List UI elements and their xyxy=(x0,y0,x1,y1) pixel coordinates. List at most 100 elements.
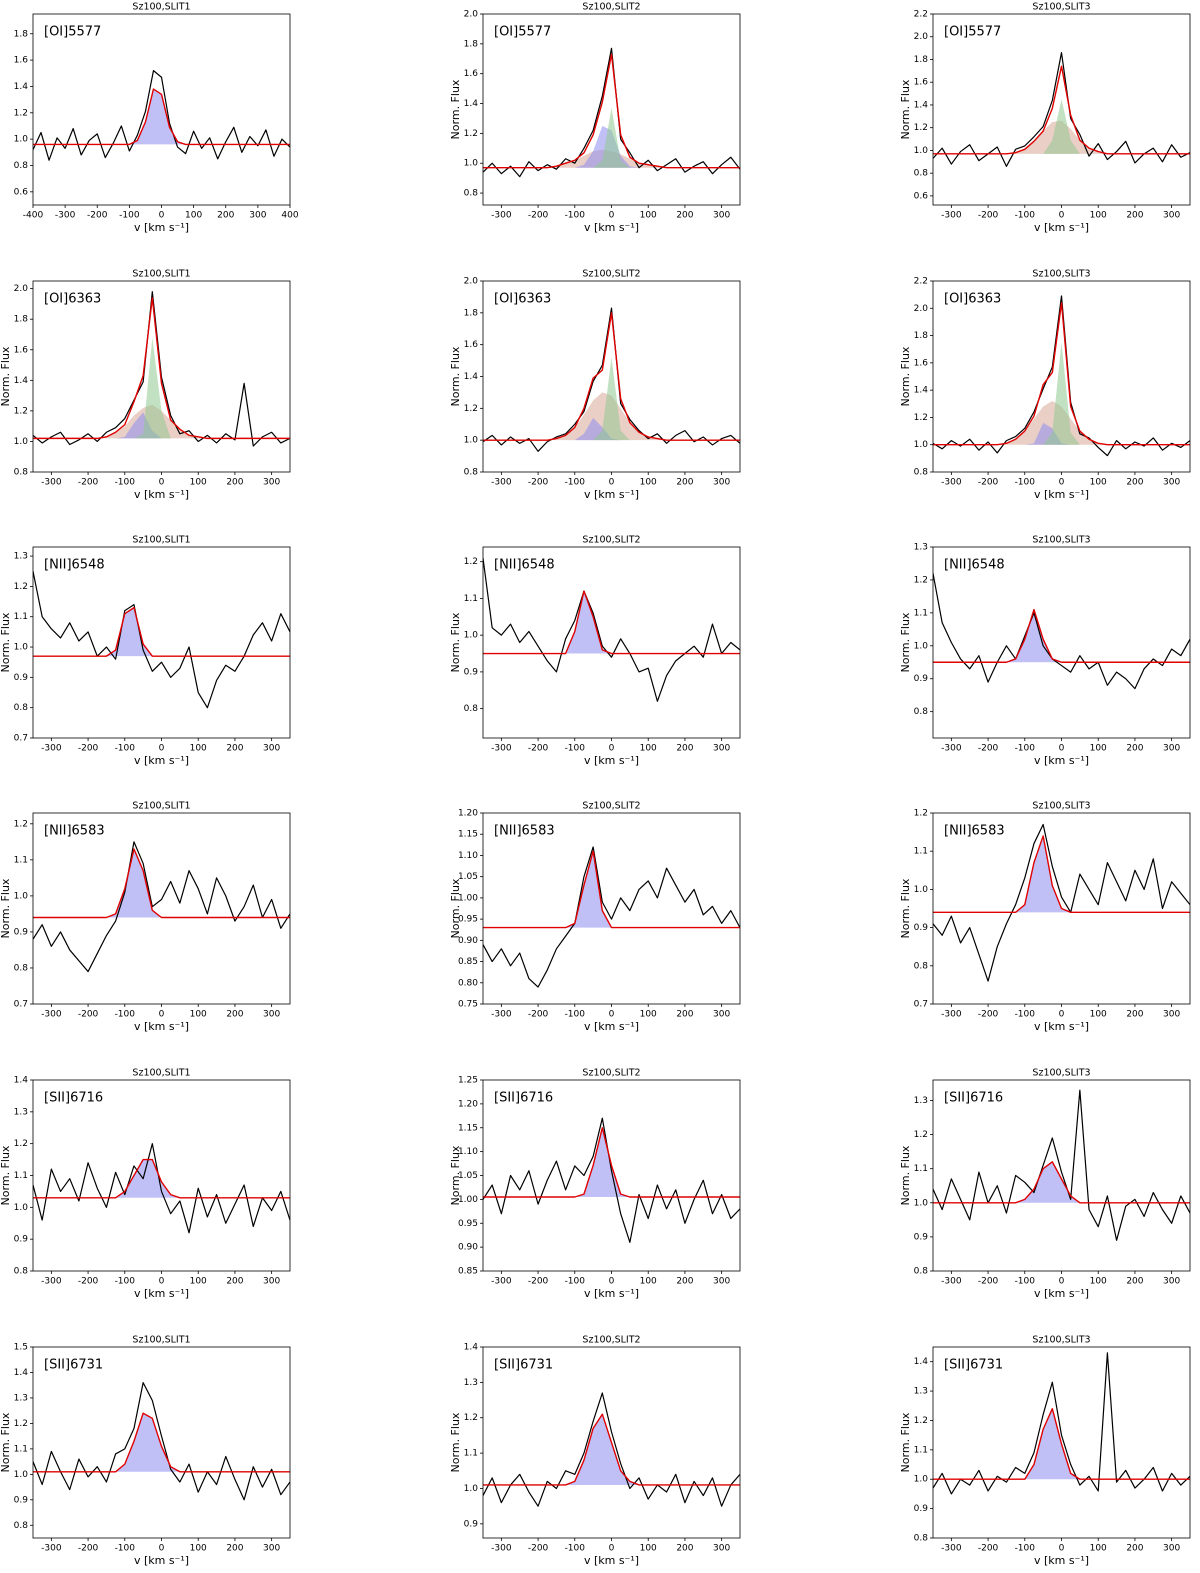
y-tick-label: 1.0 xyxy=(14,643,29,653)
x-axis-label: v [km s⁻¹] xyxy=(1034,1554,1089,1567)
y-tick-label: 0.8 xyxy=(14,703,29,713)
fit-line xyxy=(33,88,290,146)
x-axis-label: v [km s⁻¹] xyxy=(1034,221,1089,234)
fit-line xyxy=(933,302,1190,446)
y-tick-label: 2.0 xyxy=(914,32,929,42)
y-axis-label: Norm. Flux xyxy=(0,1412,12,1472)
panel: 0.6 0.8 1.0 1.2 1.4 1.6 1.8 -400 -300 -200 -100 0 10… xyxy=(14,2,299,235)
x-tick-label: -300 xyxy=(941,1277,962,1287)
plot-area xyxy=(933,1352,1190,1495)
panel-title: Sz100,SLIT1 xyxy=(132,2,190,13)
x-tick-label: -200 xyxy=(978,1277,999,1287)
y-tick-label: 1.4 xyxy=(464,372,479,382)
y-tick-label: 1.2 xyxy=(14,108,28,118)
plot-frame xyxy=(32,1079,291,1272)
y-tick-label: 1.6 xyxy=(464,340,479,350)
fit-line xyxy=(33,606,290,657)
x-tick-label: -300 xyxy=(941,1544,962,1554)
y-tick-label: 2.0 xyxy=(464,277,479,287)
y-tick-label: 1.20 xyxy=(458,809,478,819)
y-tick-label: 0.8 xyxy=(14,963,29,973)
component-area xyxy=(933,1161,1190,1203)
x-axis-label: v [km s⁻¹] xyxy=(584,488,639,501)
x-tick-label: -300 xyxy=(41,1544,62,1554)
y-axis-label: Norm. Flux xyxy=(0,346,12,406)
y-tick-label: 0.8 xyxy=(14,161,29,171)
y-tick-label: 1.2 xyxy=(14,1139,28,1149)
y-tick-label: 1.2 xyxy=(464,129,478,139)
component-area xyxy=(933,342,1190,445)
plot-frame xyxy=(32,812,291,1005)
x-tick-label: 100 xyxy=(1090,1277,1107,1287)
panel: 0.8 1.0 1.2 1.4 1.6 1.8 2.0 -300 -200 -100 0 100 200… xyxy=(0,269,291,501)
plot-area xyxy=(33,841,290,973)
y-tick-label: 1.6 xyxy=(14,56,29,66)
x-tick-label: 300 xyxy=(713,478,730,488)
x-tick-label: -200 xyxy=(978,1010,999,1020)
x-tick-label: 200 xyxy=(217,211,234,221)
y-tick-label: 1.2 xyxy=(914,575,928,585)
x-tick-label: -100 xyxy=(565,478,586,488)
x-tick-label: 200 xyxy=(676,1010,693,1020)
plot-area xyxy=(33,1382,290,1501)
spectrum-line xyxy=(933,52,1190,167)
y-tick-label: 0.8 xyxy=(914,961,929,971)
x-tick-label: -300 xyxy=(41,1277,62,1287)
component-area xyxy=(483,851,740,928)
x-tick-label: 200 xyxy=(1126,1277,1143,1287)
line-label: [NII]6583 xyxy=(44,824,105,839)
plot-area xyxy=(33,291,290,447)
x-tick-label: 0 xyxy=(159,1010,165,1020)
y-tick-label: 1.10 xyxy=(458,1147,478,1157)
x-axis-label: v [km s⁻¹] xyxy=(584,221,639,234)
x-tick-label: 200 xyxy=(226,1544,243,1554)
x-tick-label: -200 xyxy=(78,744,99,754)
y-tick-label: 1.2 xyxy=(914,1416,928,1426)
component-area xyxy=(483,1127,740,1197)
panel-title: Sz100,SLIT2 xyxy=(582,269,640,280)
y-tick-label: 1.1 xyxy=(464,1449,478,1459)
x-tick-label: -200 xyxy=(528,478,549,488)
spectrum-line xyxy=(933,1089,1190,1241)
y-axis-label: Norm. Flux xyxy=(449,1145,462,1205)
y-tick-label: 0.80 xyxy=(458,978,478,988)
panel: 0.8 1.0 1.2 1.4 1.6 1.8 2.0 -300 -200 -100 0 100 200… xyxy=(449,2,741,234)
plot-frame xyxy=(932,546,1191,739)
panel: 0.8 1.0 1.2 1.4 1.6 1.8 2.0 2.2 -300 -200 -100 0 100… xyxy=(899,269,1191,501)
fit-line xyxy=(483,1127,740,1198)
x-tick-label: -200 xyxy=(78,1010,99,1020)
y-tick-label: 1.4 xyxy=(14,82,29,92)
y-axis-label: Norm. Flux xyxy=(899,1145,912,1205)
x-tick-label: -200 xyxy=(978,744,999,754)
fit-line xyxy=(33,1158,290,1199)
x-tick-label: -100 xyxy=(115,744,136,754)
x-tick-label: -200 xyxy=(78,478,99,488)
y-tick-label: 0.9 xyxy=(14,1235,29,1245)
y-tick-label: 1.4 xyxy=(14,1076,29,1086)
y-axis-label: Norm. Flux xyxy=(0,1145,12,1205)
y-tick-label: 1.1 xyxy=(914,1164,928,1174)
panel: 0.8 0.9 1.0 1.1 1.2 1.3 -300 -200 -100 0 100 200 300… xyxy=(899,535,1191,767)
spectrum-line xyxy=(933,823,1190,982)
component-area xyxy=(33,337,290,439)
fit-line xyxy=(933,1408,1190,1480)
panel-title: Sz100,SLIT1 xyxy=(132,1335,190,1346)
x-tick-label: -300 xyxy=(941,744,962,754)
y-tick-label: 0.9 xyxy=(464,1519,479,1529)
y-tick-label: 0.95 xyxy=(458,1219,478,1229)
x-tick-label: -100 xyxy=(565,211,586,221)
y-tick-label: 1.8 xyxy=(14,29,29,39)
x-tick-label: 300 xyxy=(263,1277,280,1287)
y-tick-label: 1.3 xyxy=(914,1096,928,1106)
x-tick-label: 100 xyxy=(1090,478,1107,488)
y-axis-label: Norm. Flux xyxy=(449,79,462,139)
y-tick-label: 1.2 xyxy=(14,1419,28,1429)
y-tick-label: 1.0 xyxy=(914,1198,929,1208)
x-axis-label: v [km s⁻¹] xyxy=(584,1554,639,1567)
y-tick-label: 1.0 xyxy=(14,135,29,145)
y-tick-label: 0.9 xyxy=(14,927,29,937)
x-tick-label: 0 xyxy=(609,744,615,754)
y-tick-label: 0.85 xyxy=(458,957,478,967)
y-axis-label: Norm. Flux xyxy=(449,612,462,672)
panel-title: Sz100,SLIT3 xyxy=(1032,801,1090,812)
